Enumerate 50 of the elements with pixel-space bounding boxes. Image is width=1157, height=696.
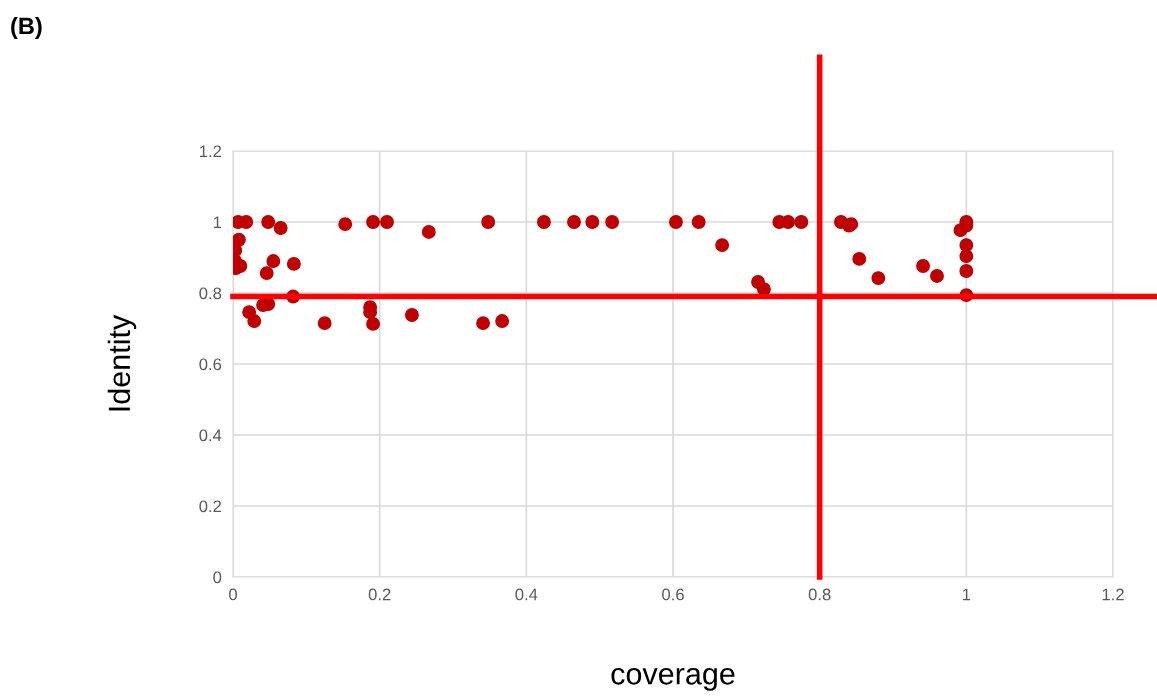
point (959, 249, 974, 264)
point (959, 264, 974, 278)
x-tick-label: 1 (962, 588, 971, 601)
point (421, 224, 436, 239)
point (715, 238, 730, 253)
point (404, 308, 419, 322)
point (916, 259, 931, 273)
x-axis-title: coverage (611, 667, 735, 691)
point (668, 215, 683, 229)
point (247, 314, 262, 328)
point (871, 271, 886, 286)
point (953, 223, 968, 238)
y-axis-title: Identity (107, 314, 137, 411)
point (261, 215, 276, 229)
point (781, 215, 796, 229)
point (259, 266, 274, 281)
x-tick-label: 0 (229, 588, 237, 601)
point (317, 316, 332, 331)
point (286, 256, 301, 271)
point (233, 232, 246, 247)
y-tick-label: 1.2 (199, 145, 222, 158)
y-tick-label: 0.6 (199, 358, 222, 371)
x-tick-label: 0.4 (515, 588, 538, 601)
x-tick-label: 0.2 (368, 588, 391, 601)
y-tick-label: 0.4 (199, 429, 222, 442)
point (273, 221, 288, 235)
y-tick-label: 1 (213, 216, 222, 229)
point (366, 316, 381, 331)
x-tick-label: 1.2 (1102, 588, 1124, 601)
point (266, 254, 281, 268)
point (605, 215, 620, 229)
point (380, 215, 394, 229)
point (691, 215, 706, 229)
point (481, 215, 496, 229)
point (794, 215, 809, 229)
point (536, 215, 551, 229)
point (930, 269, 944, 283)
y-tick-label: 0.8 (199, 287, 222, 300)
x-tick-label: 0.8 (808, 588, 831, 601)
point (338, 217, 353, 232)
point (476, 316, 491, 331)
y-tick-label: 0 (213, 571, 222, 584)
point (585, 215, 600, 229)
point (852, 251, 867, 266)
point (366, 215, 381, 229)
x-tick-label: 0.6 (662, 588, 684, 601)
text: (B) (11, 17, 42, 39)
point (495, 314, 510, 328)
point (567, 215, 581, 229)
y-tick-label: 0.2 (199, 500, 222, 513)
